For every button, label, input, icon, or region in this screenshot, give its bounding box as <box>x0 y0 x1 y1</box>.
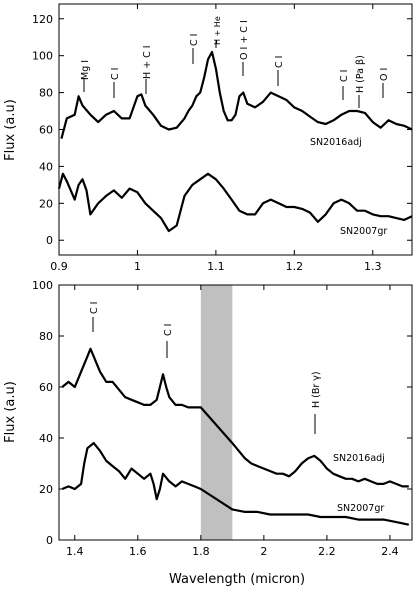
annotation-c-i-1: C I <box>110 68 121 80</box>
annotation-h-br-g: H (Br γ) <box>311 371 322 408</box>
annotation-c-i-4: C I <box>339 70 350 82</box>
series-line-sn2007gr <box>61 442 410 526</box>
y-tick-label: 20 <box>39 197 53 210</box>
series-line-sn2016adj <box>61 347 409 488</box>
y-tick-label: 40 <box>39 432 53 445</box>
annotation-h-c-i: H + C I <box>142 45 153 79</box>
y-tick-label: 80 <box>39 87 53 100</box>
y-tick-label: 20 <box>39 483 53 496</box>
bottom-annotation-labels: C I C I H (Br γ) <box>89 302 322 408</box>
top-annotation-labels: Mg I C I H + C I C I H + He O I + C I C … <box>80 16 390 93</box>
x-tick-label: 1.3 <box>364 260 382 273</box>
bottom-y-axis-label: Flux (a.u) <box>3 381 18 443</box>
annotation-o-i-c-i: O I + C I <box>239 20 250 60</box>
bottom-annotation-markers <box>92 317 316 434</box>
x-tick-label: 1.2 <box>286 260 304 273</box>
x-tick-label: 1.4 <box>66 545 84 558</box>
x-tick-label: 2.4 <box>381 545 399 558</box>
x-tick-label: 1.8 <box>192 545 210 558</box>
top-plot-frame <box>58 3 413 256</box>
annotation-o-i: O I <box>379 68 390 81</box>
x-tick-label: 1.1 <box>207 260 225 273</box>
y-tick-label: 120 <box>32 13 53 26</box>
x-tick-label: 0.9 <box>50 260 68 273</box>
top-curves <box>57 50 413 233</box>
top-y-axis-label: Flux (a.u) <box>3 99 18 161</box>
y-tick-label: 0 <box>46 534 53 547</box>
bottom-series-label-sn2016adj: SN2016adj <box>333 453 385 464</box>
x-axis-label: Wavelength (micron) <box>169 572 305 587</box>
top-annotation-markers <box>83 40 384 108</box>
x-tick-label: 2.2 <box>318 545 336 558</box>
top-axis-ticks: 0.9 1 1.1 1.2 1.3 0 20 40 60 80 100 120 <box>32 4 412 273</box>
bottom-plot-frame <box>58 284 413 541</box>
annotation-h-he: H + He <box>213 16 222 45</box>
y-tick-label: 60 <box>39 124 53 137</box>
bottom-curves <box>61 347 410 526</box>
x-tick-label: 1 <box>134 260 141 273</box>
y-tick-label: 60 <box>39 381 53 394</box>
y-tick-label: 40 <box>39 160 53 173</box>
series-line-sn2007gr <box>57 172 413 233</box>
annotation-c-i-6: C I <box>163 324 174 336</box>
top-series-label-sn2016adj: SN2016adj <box>310 137 362 148</box>
bottom-panel: 1.4 1.6 1.8 2 2.2 2.4 0 20 40 60 80 100 C I C I H (… <box>3 279 413 587</box>
annotation-c-i-5: C I <box>89 302 100 314</box>
x-tick-label: 1.6 <box>129 545 147 558</box>
series-line-sn2016adj <box>60 50 413 139</box>
top-series-label-sn2007gr: SN2007gr <box>340 226 387 237</box>
y-tick-label: 100 <box>32 50 53 63</box>
annotation-h-pa-b: H (Pa β) <box>355 55 366 93</box>
annotation-c-i-3: C I <box>274 56 285 68</box>
y-tick-label: 0 <box>46 234 53 247</box>
annotation-mg-i: Mg I <box>80 60 91 80</box>
top-panel: 0.9 1 1.1 1.2 1.3 0 20 40 60 80 100 120 Mg I C I H … <box>3 3 413 273</box>
y-tick-label: 100 <box>32 279 53 292</box>
y-tick-label: 80 <box>39 330 53 343</box>
x-tick-label: 2 <box>260 545 267 558</box>
annotation-c-i-2: C I <box>189 34 200 46</box>
bottom-axis-ticks: 1.4 1.6 1.8 2 2.2 2.4 0 20 40 60 80 100 <box>32 279 412 558</box>
bottom-series-label-sn2007gr: SN2007gr <box>337 503 384 514</box>
